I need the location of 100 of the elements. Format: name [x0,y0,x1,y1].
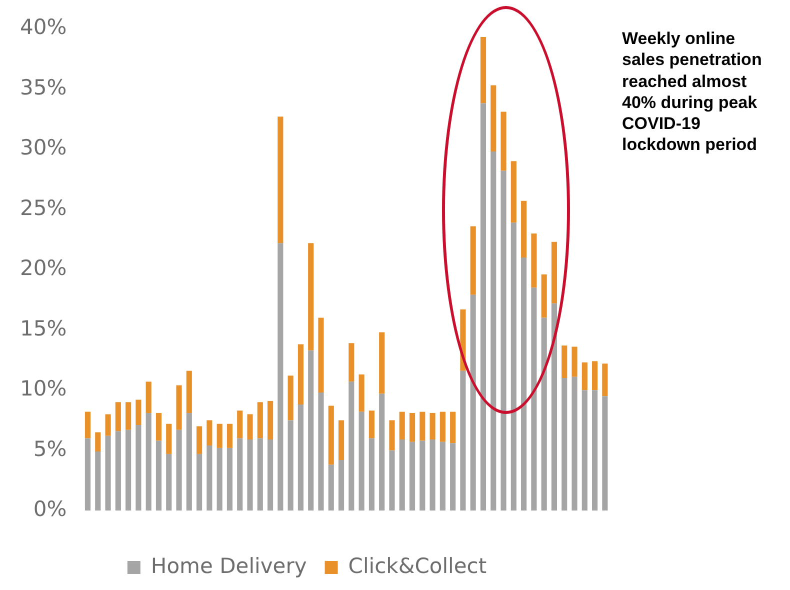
bar [237,438,243,511]
bar [582,362,588,390]
bar [196,426,202,454]
bar [176,385,182,430]
bar [430,412,436,440]
bar [257,438,263,511]
bar [278,243,284,511]
bar [247,440,253,511]
bar [84,438,91,511]
bar [115,402,121,432]
bar [490,85,496,152]
y-tick-label: 20% [20,256,67,280]
bar [348,382,354,511]
bar [298,404,304,511]
bar [551,303,558,511]
bar [216,424,222,448]
bar [226,448,233,511]
bar [440,412,446,442]
bar [358,412,364,511]
bar [226,424,233,448]
bar [602,364,608,396]
bar [399,440,405,511]
bar [146,382,152,413]
bar [206,420,212,446]
bar [278,116,284,244]
bar [420,412,426,441]
bar [146,412,152,511]
bar [430,440,436,511]
bar [460,370,466,511]
bar [136,400,142,426]
y-tick-label: 15% [20,316,67,340]
bar [368,438,374,511]
bar [216,448,222,511]
bar [379,332,385,394]
y-tick-label: 40% [20,15,67,40]
bar [105,414,111,436]
bar [551,242,558,304]
bar [156,412,162,441]
y-tick-label: 25% [20,196,67,220]
y-tick-label: 35% [20,75,67,100]
bar [480,103,486,511]
bar [500,170,506,511]
bar [95,432,101,452]
bar [572,346,578,377]
y-tick-label: 0% [33,497,67,522]
bar [338,420,344,460]
bar [308,350,314,511]
bar [440,442,446,511]
bar [95,452,101,511]
bar [368,410,374,438]
bar [136,425,142,511]
bar [521,258,527,511]
bar [541,274,547,318]
bar [521,200,527,258]
bar [288,420,294,511]
bar [399,412,405,440]
bar [541,318,547,511]
bar [318,318,324,393]
bar [592,390,598,511]
bar [562,378,568,511]
bar [510,161,516,223]
bar [389,420,395,450]
text: Weekly online sales penetration reached almost 40% during peak COVID-19 lockdown period [622,28,763,156]
bar [450,443,456,511]
bar [592,361,598,390]
bar [450,412,456,444]
bar [572,376,578,511]
bar [308,243,314,350]
bar [237,410,243,438]
bar [84,412,91,438]
y-tick-label: 10% [20,376,67,401]
bar [126,430,132,511]
bar [196,454,202,511]
bar [176,430,182,511]
bar [156,440,162,511]
bar [470,226,476,295]
bar [206,446,212,511]
bar [186,412,192,511]
bar [358,374,364,412]
bar [582,390,588,511]
bar [298,344,304,405]
bar [531,233,537,288]
bar [126,402,132,430]
bar [389,450,395,511]
bar [420,440,426,511]
legend-label: Home Delivery [150,554,307,578]
bar [490,152,496,511]
y-tick-label: 5% [33,436,67,461]
bar [166,424,172,454]
bar [288,376,294,420]
bar [318,392,324,511]
bar [328,464,334,511]
bar [602,396,608,511]
bar [328,406,334,465]
y-tick-label: 30% [20,136,67,160]
bar [247,414,253,440]
bar [562,346,568,378]
bar [409,442,416,511]
bar [409,412,416,442]
bar [267,400,274,440]
